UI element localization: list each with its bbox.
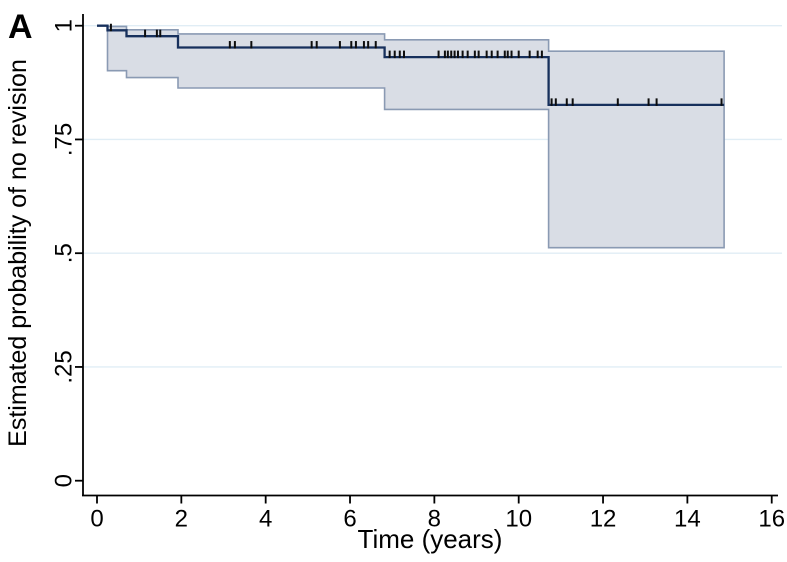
y-axis-title: Estimated probability of no revision bbox=[4, 59, 32, 447]
x-tick-label: 4 bbox=[259, 506, 272, 533]
x-axis-title: Time (years) bbox=[358, 524, 503, 554]
y-tick-label: 1 bbox=[51, 19, 78, 32]
y-tick-label: .25 bbox=[51, 350, 78, 383]
panel-label: A bbox=[8, 8, 33, 46]
x-tick-label: 2 bbox=[175, 506, 188, 533]
x-tick-label: 10 bbox=[505, 506, 532, 533]
x-tick-label: 12 bbox=[590, 506, 617, 533]
y-tick-label: 0 bbox=[51, 474, 78, 487]
confidence-band-area bbox=[106, 25, 725, 249]
x-tick-label: 6 bbox=[343, 506, 356, 533]
survival-curve-line bbox=[97, 24, 725, 107]
x-tick-labels: 0 2 4 6 8 10 12 14 16 bbox=[90, 506, 785, 533]
censor-ticks bbox=[109, 23, 723, 106]
x-tick-label: 16 bbox=[758, 506, 785, 533]
y-tick-label: .75 bbox=[51, 123, 78, 156]
axes bbox=[75, 14, 778, 504]
x-tick-label: 8 bbox=[428, 506, 441, 533]
gridlines bbox=[84, 25, 782, 368]
y-tick-label: .5 bbox=[51, 243, 78, 263]
y-tick-labels: 0 .25 .5 .75 1 bbox=[51, 19, 78, 487]
x-tick-label: 14 bbox=[674, 506, 701, 533]
x-tick-label: 0 bbox=[90, 506, 103, 533]
